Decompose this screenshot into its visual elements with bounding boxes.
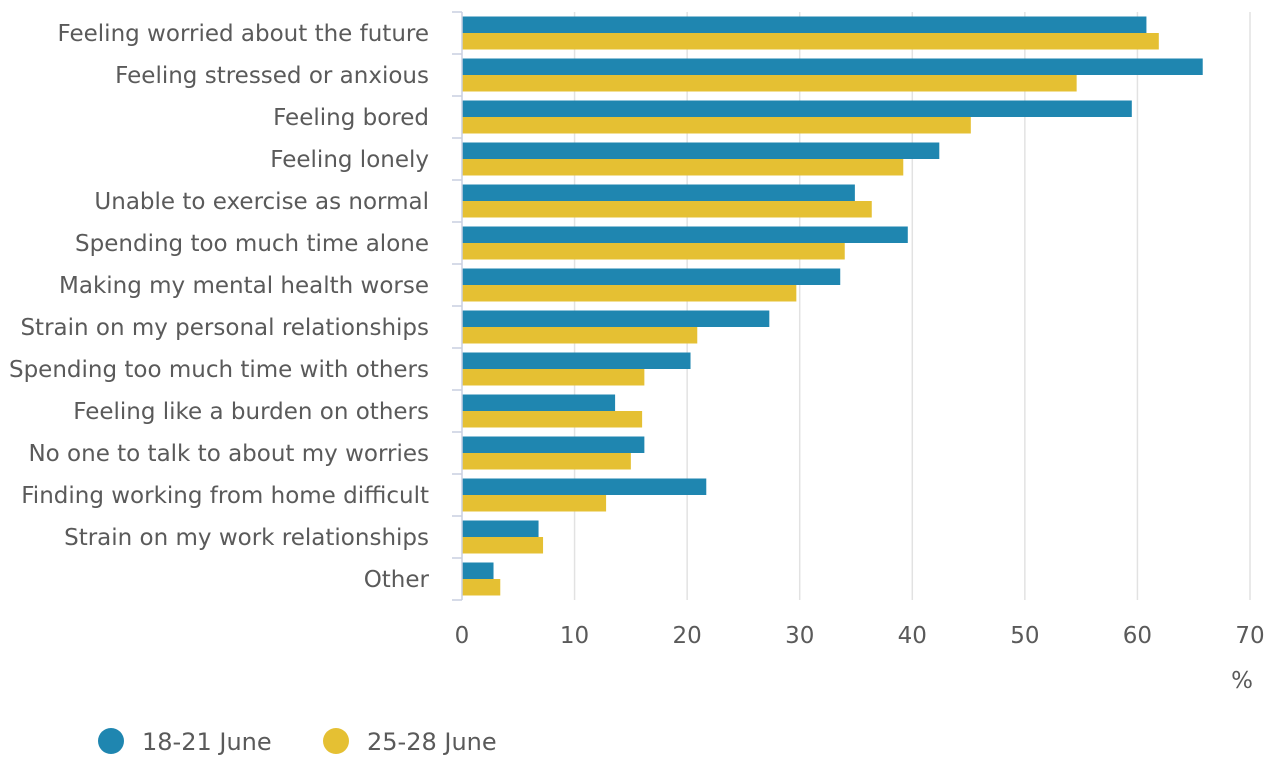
bar-series1 [462,142,940,159]
x-tick-labels: 0 10 20 30 40 50 60 70 [455,623,1265,649]
bar-series2 [462,453,631,470]
bar-series1 [462,226,908,243]
bar-series2 [462,495,607,512]
bar-series2 [462,285,797,302]
bar-series2 [462,33,1159,50]
y-axis [452,11,463,601]
x-tick-label: 10 [560,623,589,649]
x-tick-label: 0 [455,623,470,649]
x-tick-label: 30 [785,623,814,649]
x-tick-label: 50 [1010,623,1039,649]
bar-series2 [462,327,698,344]
x-tick-label: 60 [1123,623,1152,649]
x-tick-label: 40 [898,623,927,649]
x-tick-label: 70 [1235,623,1264,649]
bar-series1 [462,16,1147,33]
category-label: Unable to exercise as normal [94,189,429,215]
bar-series2 [462,579,501,596]
bar-series2 [462,411,643,428]
bar-series1 [462,268,841,285]
category-label: Feeling bored [273,105,429,131]
legend: 18-21 June 25-28 June [98,728,497,756]
category-label: Strain on my work relationships [64,525,429,551]
category-label: Feeling like a burden on others [73,399,429,425]
bar-series1 [462,436,645,453]
category-label: Other [364,567,430,593]
bar-series1 [462,562,494,579]
category-label: Feeling stressed or anxious [115,63,429,89]
category-label: Strain on my personal relationships [20,315,429,341]
bar-series1 [462,184,855,201]
legend-item[interactable]: 18-21 June [98,728,272,756]
legend-label: 18-21 June [142,728,272,756]
bar-series2 [462,117,971,134]
bar-series1 [462,310,770,327]
category-label: Finding working from home difficult [21,483,429,509]
x-axis-label: % [1231,668,1253,694]
category-label: Spending too much time with others [9,357,429,383]
legend-swatch [323,728,349,754]
bar-series1 [462,478,707,495]
x-tick-label: 20 [673,623,702,649]
category-label: Feeling lonely [270,147,429,173]
bar-series2 [462,537,544,554]
bar-series2 [462,201,872,218]
legend-label: 25-28 June [367,728,497,756]
bar-series2 [462,243,845,260]
bar-series2 [462,369,645,386]
category-label: Feeling worried about the future [58,21,429,47]
bar-series2 [462,75,1077,92]
bar-series1 [462,394,616,411]
bar-series1 [462,352,691,369]
category-label: No one to talk to about my worries [28,441,429,467]
bar-series1 [462,520,539,537]
category-label: Spending too much time alone [75,231,429,257]
bar-series2 [462,159,904,176]
legend-item[interactable]: 25-28 June [323,728,497,756]
gridlines [573,12,1251,600]
bars [462,16,1203,596]
bar-series1 [462,100,1132,117]
category-label: Making my mental health worse [59,273,429,299]
legend-swatch [98,728,124,754]
bar-series1 [462,58,1203,75]
category-labels: Feeling worried about the future Feeling … [9,21,430,593]
